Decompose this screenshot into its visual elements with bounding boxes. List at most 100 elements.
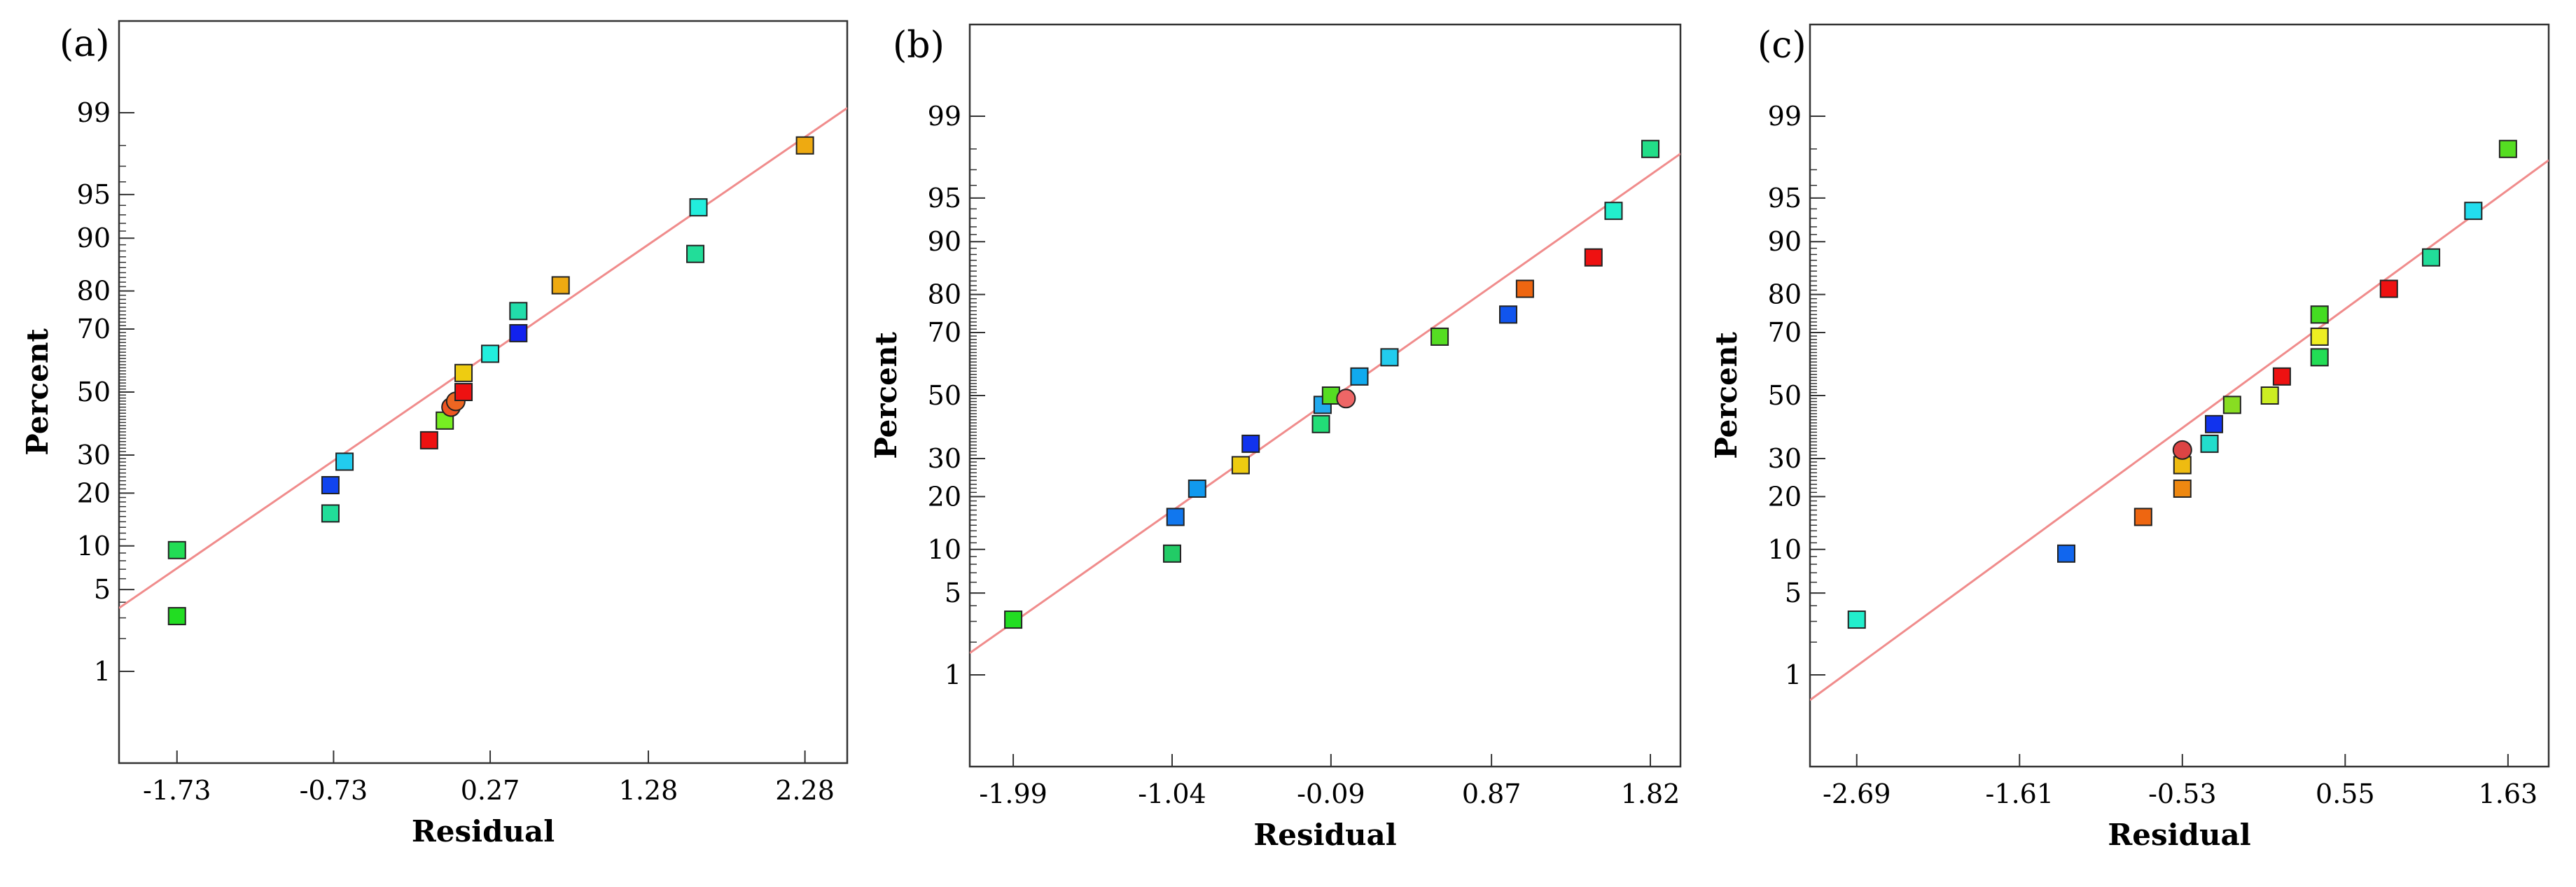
data-point	[1241, 434, 1260, 453]
data-point	[2172, 440, 2192, 460]
panel-c: 1 5 10 20 30 50 70 80 90 95 99 -2.69 -1.61 -0.53 0.55 1…	[1709, 23, 2550, 852]
data-point	[2422, 248, 2441, 267]
y-tick-label: 50	[928, 380, 961, 411]
fit-line	[1810, 159, 2549, 701]
y-tick-label: 90	[1768, 226, 1802, 257]
y-tick-label: 50	[77, 377, 111, 407]
panel-label: (c)	[1757, 25, 1806, 67]
y-tick-label: 10	[77, 531, 111, 561]
x-axis-title: Residual	[1253, 818, 1396, 852]
x-tick-label: -0.53	[2148, 778, 2216, 809]
y-tick-label: 50	[1768, 380, 1802, 411]
data-point	[1004, 610, 1023, 629]
y-tick-label: 1	[94, 656, 111, 687]
data-point	[2200, 434, 2219, 453]
data-point	[1430, 327, 1449, 346]
y-axis-title: Percent	[20, 328, 55, 456]
data-point	[686, 244, 705, 263]
data-point	[2310, 305, 2329, 324]
y-axis-title: Percent	[1709, 332, 1743, 459]
y-tick-label: 5	[945, 578, 961, 608]
data-point	[1188, 480, 1206, 498]
y-tick-label: 95	[77, 179, 111, 210]
x-tick-label: -0.09	[1297, 778, 1365, 809]
y-tick-label: 5	[94, 574, 111, 605]
data-point	[167, 540, 186, 559]
x-axis-title: Residual	[2108, 818, 2250, 852]
y-tick-label: 70	[928, 317, 961, 348]
x-tick-label: -1.73	[143, 775, 211, 806]
data-point	[689, 198, 708, 217]
data-point	[2272, 367, 2291, 386]
y-tick-label: 80	[928, 279, 961, 310]
y-tick-label: 10	[928, 534, 961, 565]
data-point	[167, 607, 186, 626]
x-tick-label: -1.04	[1138, 778, 1206, 809]
x-tick-label: -2.69	[1823, 778, 1891, 809]
y-tick-label: 10	[1768, 534, 1802, 565]
y-axis-title: Percent	[869, 332, 903, 459]
x-tick-label: 1.63	[2479, 778, 2538, 809]
data-point	[2498, 139, 2517, 158]
y-tick-label: 90	[928, 226, 961, 257]
data-point	[454, 363, 473, 382]
data-point	[2310, 327, 2329, 346]
y-tick-label: 30	[77, 440, 111, 470]
data-point	[419, 431, 438, 449]
data-point	[1162, 544, 1181, 563]
x-tick-label: 1.82	[1621, 778, 1680, 809]
y-tick-label: 20	[928, 481, 961, 512]
y-tick-label: 30	[928, 443, 961, 474]
data-point	[1231, 456, 1250, 475]
data-point	[1584, 248, 1603, 267]
data-point	[335, 452, 354, 471]
x-tick-label: 0.87	[1462, 778, 1522, 809]
data-point	[321, 504, 340, 523]
data-point	[1336, 389, 1356, 409]
x-tick-label: 0.55	[2316, 778, 2375, 809]
x-axis-title: Residual	[412, 814, 555, 848]
y-tick-label: 20	[1768, 481, 1802, 512]
y-tick-label: 80	[77, 276, 111, 307]
data-point	[454, 383, 473, 401]
x-tick-label: -1.99	[979, 778, 1047, 809]
data-point	[1499, 305, 1518, 324]
data-point	[2222, 396, 2241, 414]
data-point	[2260, 386, 2279, 405]
data-point	[1847, 610, 1866, 629]
y-tick-label: 70	[1768, 317, 1802, 348]
y-tick-label: 70	[77, 314, 111, 344]
data-point	[2133, 508, 2152, 526]
y-tick-label: 80	[1768, 279, 1802, 310]
y-tick-label: 95	[1768, 183, 1802, 214]
y-tick-label: 99	[77, 97, 111, 128]
data-point	[2379, 279, 2398, 298]
plot-frame	[118, 20, 849, 764]
plot-frame	[1809, 23, 2550, 768]
x-tick-label: -0.73	[300, 775, 368, 806]
data-point	[2464, 202, 2483, 221]
data-point	[2310, 348, 2329, 367]
y-tick-label: 5	[1785, 578, 1802, 608]
x-tick-label: 1.28	[619, 775, 678, 806]
data-point	[1641, 139, 1660, 158]
y-tick-label: 95	[928, 183, 961, 214]
y-tick-label: 1	[945, 659, 961, 690]
panel-label: (b)	[893, 25, 945, 67]
data-point	[2173, 480, 2192, 498]
panel-a: 1 5 10 20 30 50 70 80 90 95 99 -1.73 -0.73 0.27 1.28 2.…	[20, 20, 849, 848]
data-point	[1515, 279, 1534, 298]
data-point	[795, 136, 814, 155]
data-point	[1311, 414, 1330, 433]
panel-b: 1 5 10 20 30 50 70 80 90 95 99 -1.99 -1.04 -0.09 0.87 1…	[869, 23, 1682, 852]
data-point	[509, 302, 528, 321]
data-point	[1166, 508, 1185, 526]
data-point	[551, 276, 570, 295]
y-tick-label: 20	[77, 477, 111, 508]
y-tick-label: 99	[1768, 101, 1802, 132]
y-tick-label: 99	[928, 101, 961, 132]
y-tick-label: 90	[77, 223, 111, 253]
data-point	[2205, 414, 2224, 433]
data-point	[1380, 348, 1399, 367]
